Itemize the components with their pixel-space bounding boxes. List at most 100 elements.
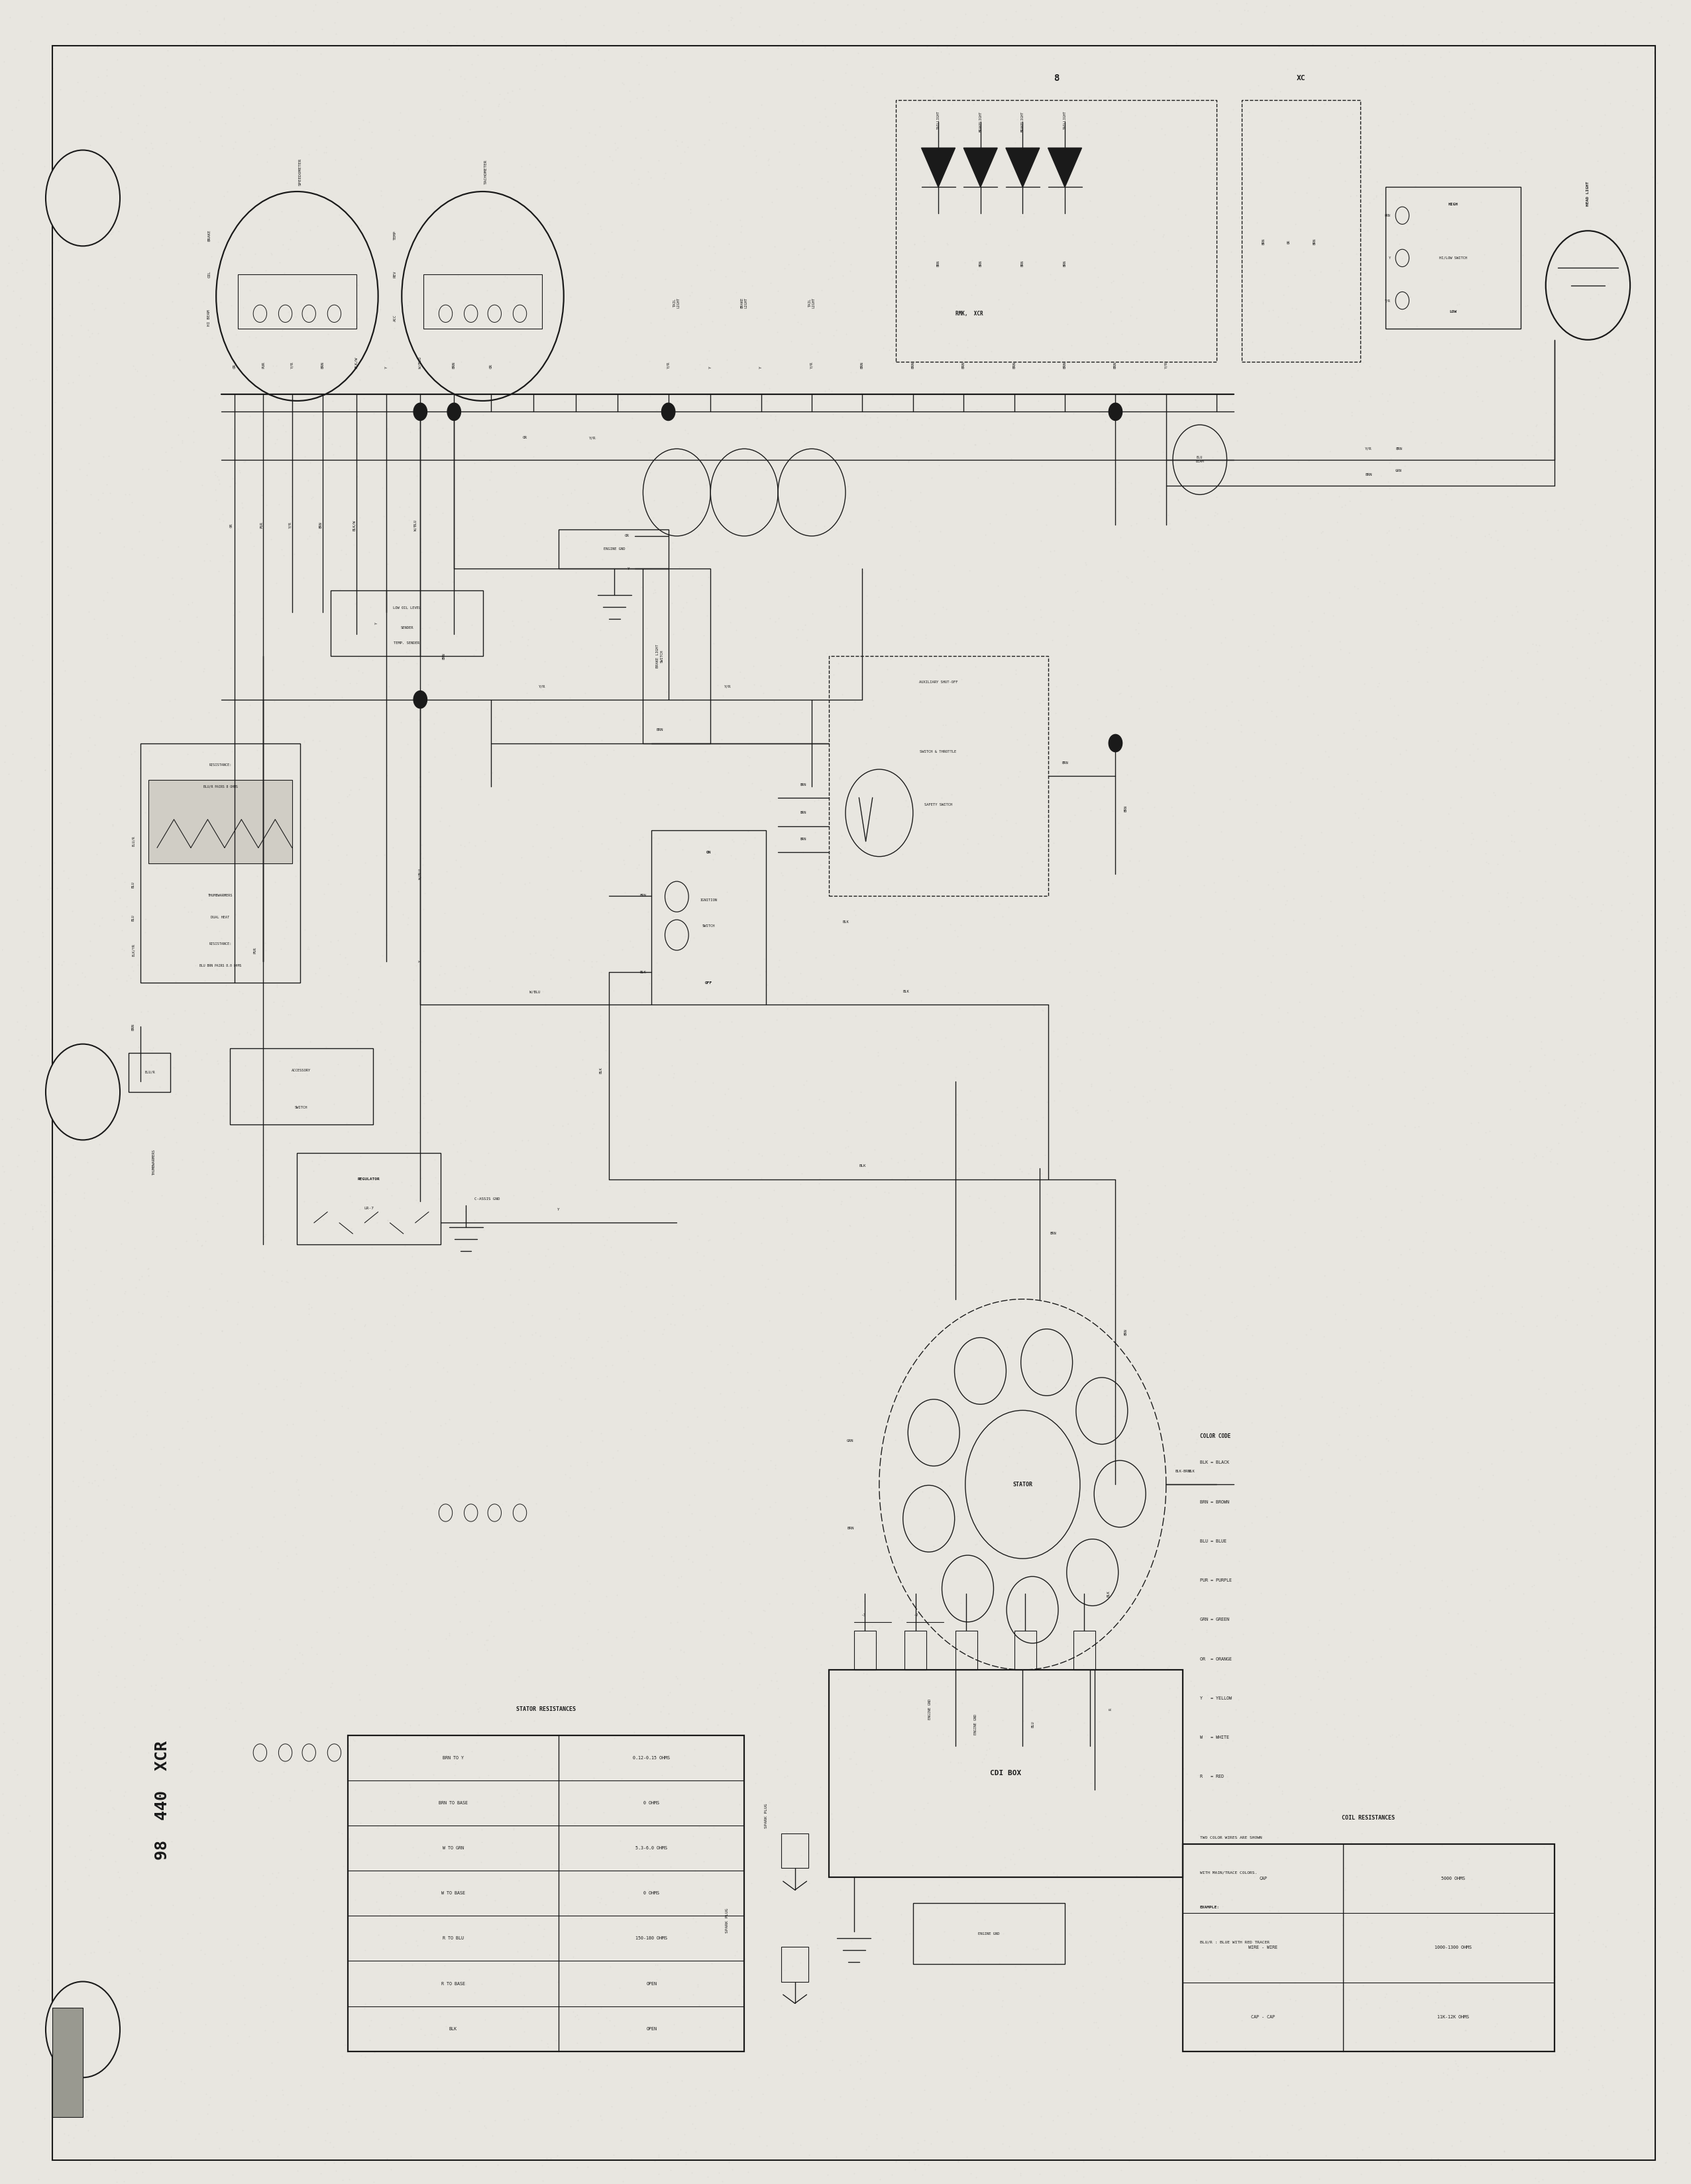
Point [0,1149,15,1184]
Point [1502,1533,1529,1568]
Point [575,1732,602,1767]
Point [348,216,375,251]
Point [352,1306,379,1341]
Point [918,1387,945,1422]
Point [1517,321,1544,356]
Point [396,1767,423,1802]
Point [1023,734,1050,769]
Point [1530,1998,1557,2033]
Point [587,2016,614,2051]
Point [313,2092,340,2127]
Point [337,773,364,808]
Point [1070,1706,1097,1741]
Point [1669,7,1691,41]
Point [558,1762,585,1797]
Text: -2: -2 [913,1614,918,1616]
Point [529,767,556,802]
Point [741,1686,768,1721]
Point [374,2143,401,2177]
Point [110,1293,137,1328]
Point [764,356,791,391]
Point [807,847,834,882]
Point [161,363,188,397]
Point [1612,166,1639,201]
Point [225,1284,252,1319]
Point [1562,199,1590,234]
Point [1101,950,1128,985]
Point [668,1559,695,1594]
Point [1251,334,1278,369]
Point [949,1686,976,1721]
Bar [781,1832,808,1867]
Point [719,1328,746,1363]
Point [614,1859,641,1894]
Point [140,1031,167,1066]
Point [714,1151,741,1186]
Point [624,422,651,456]
Point [1287,819,1314,854]
Point [1248,1738,1275,1773]
Point [989,1516,1016,1551]
Point [959,1819,986,1854]
Point [709,1594,736,1629]
Point [837,168,864,203]
Point [1040,1251,1067,1286]
Point [306,422,333,456]
Point [129,1295,156,1330]
Point [930,345,957,380]
Point [1317,1177,1344,1212]
Point [315,2116,342,2151]
Point [1590,976,1617,1011]
Point [754,566,781,601]
Point [1405,1974,1432,2009]
Point [808,1334,835,1369]
Point [609,258,636,293]
Point [472,1166,499,1201]
Point [583,1361,610,1396]
Point [1574,1247,1601,1282]
Point [193,1610,220,1645]
Point [1667,1077,1691,1112]
Point [1231,1509,1258,1544]
Point [805,852,832,887]
Point [504,1450,531,1485]
Point [499,1566,526,1601]
Text: Y/R: Y/R [291,360,294,369]
Point [83,1793,110,1828]
Point [269,194,296,229]
Point [1627,1498,1654,1533]
Point [74,594,101,629]
Point [265,487,293,522]
Point [306,681,333,716]
Point [1562,601,1590,636]
Point [342,149,369,183]
Point [1476,35,1503,70]
Point [269,408,296,443]
Point [714,1769,741,1804]
Point [382,1603,409,1638]
Point [731,1444,758,1479]
Point [1140,1634,1167,1669]
Point [906,308,933,343]
Point [76,2147,103,2182]
Point [445,1872,472,1907]
Point [977,1007,1004,1042]
Point [1246,2138,1273,2173]
Text: BRN TO BASE: BRN TO BASE [438,1802,468,1804]
Point [1160,799,1187,834]
Point [1128,395,1155,430]
Point [76,937,103,972]
Point [1055,954,1082,989]
Point [1253,1500,1280,1535]
Point [837,1136,864,1171]
Point [358,1230,386,1265]
Point [1417,609,1444,644]
Point [436,2090,463,2125]
Point [595,1752,622,1787]
Point [325,0,352,20]
Point [572,0,599,24]
Point [308,989,335,1024]
Point [1588,356,1615,391]
Point [590,1839,617,1874]
Point [1512,2042,1539,2077]
